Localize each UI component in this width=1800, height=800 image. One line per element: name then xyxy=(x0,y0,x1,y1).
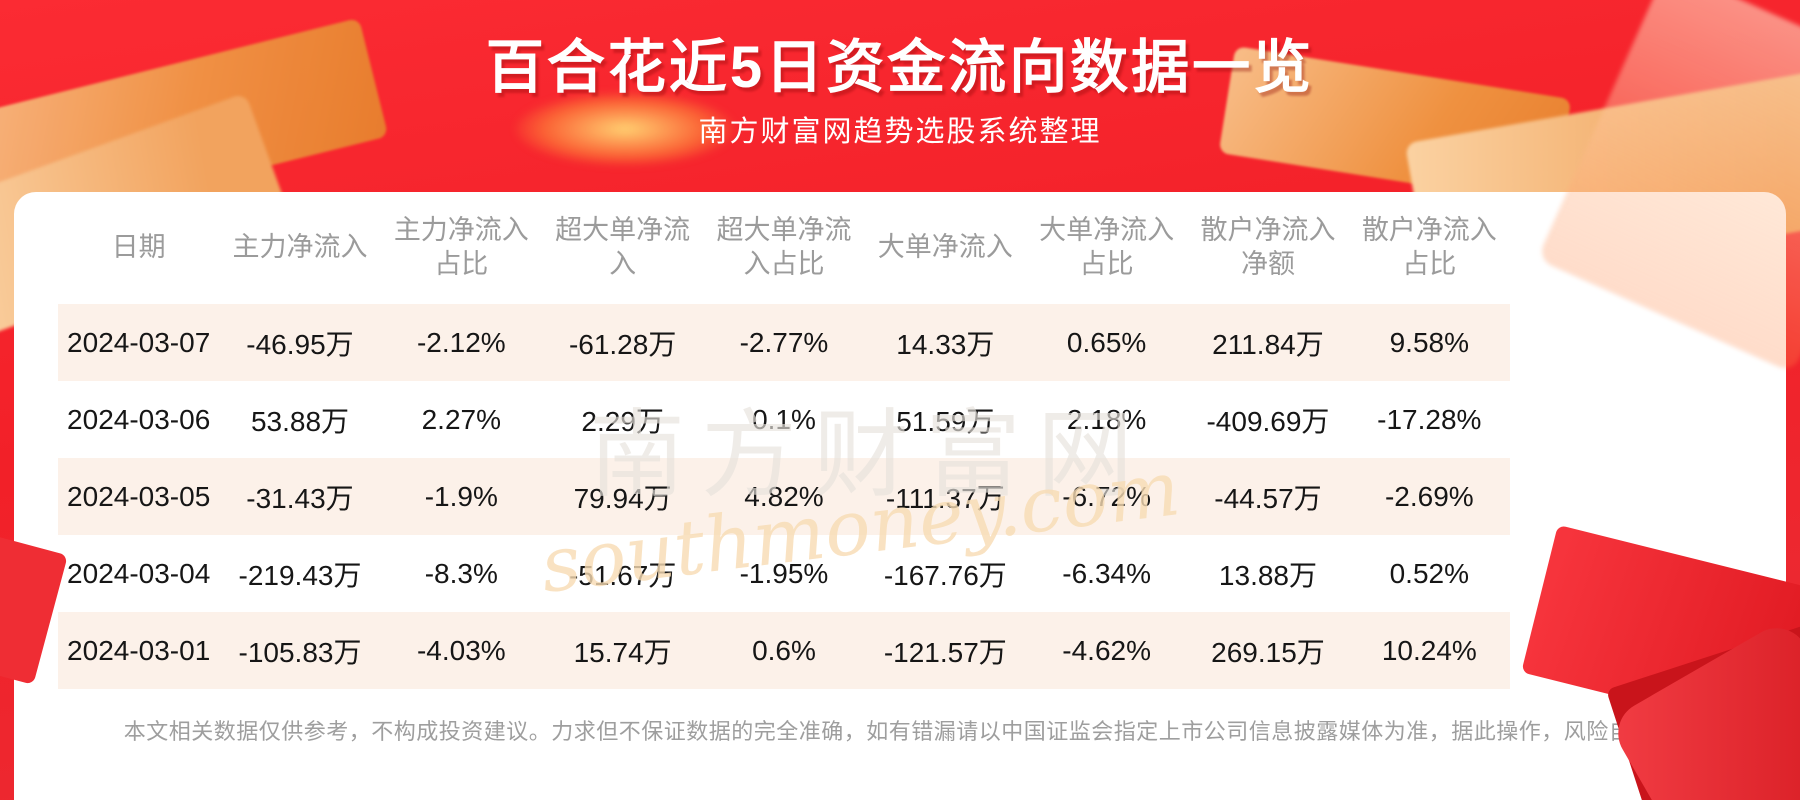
table-cell: 79.94万 xyxy=(573,482,672,514)
table-cell: 2024-03-01 xyxy=(67,634,211,666)
table-cell: -167.76万 xyxy=(883,559,1007,591)
table-cell: -17.28% xyxy=(1377,403,1482,435)
table-cell: -2.12% xyxy=(416,326,506,358)
table-cell: 9.58% xyxy=(1389,326,1470,358)
table-cell: 211.84万 xyxy=(1212,328,1324,360)
table-cell: 13.88万 xyxy=(1218,559,1317,591)
data-card: 日期 主力净流入 主力净流入占比 超大单净流入 超大单净流入占比 大单净流入 大单净流入占比… xyxy=(14,192,1786,800)
column-header: 大单净流入占比 xyxy=(1039,215,1175,279)
table-cell: -105.83万 xyxy=(238,636,362,668)
table-cell: -2.77% xyxy=(739,326,829,358)
table-cell: 15.74万 xyxy=(573,636,672,668)
table-cell: 2024-03-06 xyxy=(67,403,211,435)
column-header: 主力净流入 xyxy=(232,232,368,263)
table-cell: 2.18% xyxy=(1066,403,1147,435)
table-row: 2024-03-04 -219.43万 -8.3% -51.67万 -1.95% -167… xyxy=(58,535,1510,612)
column-header: 超大单净流入 xyxy=(555,215,691,279)
table-cell: 53.88万 xyxy=(250,405,350,437)
table-cell: -219.43万 xyxy=(238,559,362,591)
page-title: 百合花近5日资金流向数据一览 xyxy=(485,35,1315,100)
table-cell: 0.6% xyxy=(752,634,816,666)
column-header: 超大单净流入占比 xyxy=(716,215,852,279)
table-row: 2024-03-05 -31.43万 -1.9% 79.94万 4.82% -111.37… xyxy=(58,458,1510,535)
table-cell: 0.52% xyxy=(1389,557,1470,589)
table-cell: -4.62% xyxy=(1062,634,1151,666)
table-cell: -51.67万 xyxy=(568,559,677,591)
table-cell: -31.43万 xyxy=(246,482,354,514)
table-cell: -6.72% xyxy=(1062,480,1151,512)
table-cell: 51.59万 xyxy=(896,405,995,437)
table-cell: 2024-03-05 xyxy=(67,480,211,512)
column-header: 散户净流入净额 xyxy=(1200,215,1336,279)
table-cell: 2024-03-07 xyxy=(67,326,211,358)
table-cell: -1.9% xyxy=(424,480,498,512)
page-subtitle: 南方财富网趋势选股系统整理 xyxy=(698,116,1102,148)
column-header: 日期 xyxy=(111,232,166,263)
table-cell: -409.69万 xyxy=(1206,405,1330,437)
table-cell: -1.95% xyxy=(739,557,829,589)
table-cell: 4.82% xyxy=(744,480,824,512)
table-header: 日期 主力净流入 主力净流入占比 超大单净流入 超大单净流入占比 大单净流入 大单净流入占比… xyxy=(58,192,1510,304)
table-cell: -121.57万 xyxy=(883,636,1007,668)
table-cell: -4.03% xyxy=(416,634,506,666)
table-cell: -8.3% xyxy=(424,557,498,589)
table-cell: 0.65% xyxy=(1066,326,1147,358)
table-cell: 14.33万 xyxy=(896,328,995,360)
table-header-row: 日期 主力净流入 主力净流入占比 超大单净流入 超大单净流入占比 大单净流入 大单净流入占比… xyxy=(58,192,1510,304)
table-body: 2024-03-07 -46.95万 -2.12% -61.28万 -2.77% 14.3… xyxy=(58,304,1510,689)
column-header: 主力净流入占比 xyxy=(393,215,529,279)
table-cell: -2.69% xyxy=(1384,480,1474,512)
table-cell: 2.29万 xyxy=(581,405,664,437)
table-row: 2024-03-01 -105.83万 -4.03% 15.74万 0.6% -121.5… xyxy=(58,612,1510,689)
table-cell: -6.34% xyxy=(1062,557,1151,589)
table-cell: -61.28万 xyxy=(568,328,677,360)
table-cell: -111.37万 xyxy=(885,482,1005,514)
table-cell: 2024-03-04 xyxy=(67,557,211,589)
disclaimer-text: 本文相关数据仅供参考，不构成投资建议。力求但不保证数据的完全准确，如有错漏请以中… xyxy=(123,719,1677,744)
column-header: 大单净流入 xyxy=(877,232,1013,263)
table-cell: 10.24% xyxy=(1381,634,1477,666)
table-row: 2024-03-07 -46.95万 -2.12% -61.28万 -2.77% 14.3… xyxy=(58,304,1510,381)
table-cell: 269.15万 xyxy=(1211,636,1325,668)
table-cell: -46.95万 xyxy=(246,328,354,360)
table-row: 2024-03-06 53.88万 2.27% 2.29万 0.1% 51.59万 2.18… xyxy=(58,381,1510,458)
table-cell: -44.57万 xyxy=(1214,482,1322,514)
table-cell: 0.1% xyxy=(752,403,816,435)
column-header: 散户净流入占比 xyxy=(1361,215,1497,279)
fund-flow-table: 日期 主力净流入 主力净流入占比 超大单净流入 超大单净流入占比 大单净流入 大单净流入占比… xyxy=(58,192,1510,689)
table-cell: 2.27% xyxy=(421,403,502,435)
